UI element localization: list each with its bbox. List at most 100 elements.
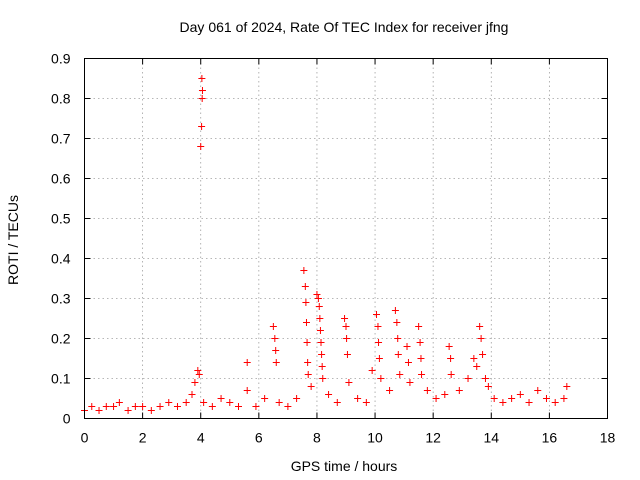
roti-series [81, 75, 571, 414]
x-tick-label: 16 [542, 430, 558, 446]
data-point [293, 395, 301, 402]
x-axis-label: GPS time / hours [291, 458, 398, 474]
x-tick-label: 14 [483, 430, 499, 446]
data-point [139, 403, 147, 410]
data-point [368, 367, 376, 374]
x-tick-label: 12 [425, 430, 441, 446]
data-point [343, 335, 351, 342]
data-point [102, 403, 110, 410]
data-point [200, 399, 208, 406]
data-point [284, 403, 292, 410]
data-point [406, 379, 414, 386]
data-point [318, 351, 326, 358]
y-tick-label: 0.1 [51, 371, 71, 387]
data-point [447, 355, 455, 362]
data-point [195, 371, 203, 378]
data-point [341, 315, 349, 322]
data-point [499, 399, 507, 406]
y-tick-label: 0.4 [51, 251, 71, 267]
data-point [315, 303, 323, 310]
data-point [314, 295, 322, 302]
y-tick-label: 0.6 [51, 171, 71, 187]
y-tick-label: 0.7 [51, 131, 71, 147]
data-point [272, 359, 280, 366]
data-point [394, 351, 402, 358]
data-point [300, 267, 308, 274]
tick-marks [84, 58, 608, 419]
data-point [415, 323, 423, 330]
data-point [269, 323, 277, 330]
data-point [252, 403, 260, 410]
grid-lines [84, 58, 608, 419]
data-point [191, 379, 199, 386]
y-tick-label: 0.5 [51, 211, 71, 227]
data-point [243, 387, 251, 394]
data-point [470, 355, 478, 362]
data-point [432, 395, 440, 402]
data-point [198, 75, 206, 82]
data-point [418, 371, 426, 378]
data-point [417, 355, 425, 362]
data-point [131, 403, 139, 410]
data-point [313, 291, 321, 298]
data-point [481, 375, 489, 382]
x-tick-label: 4 [197, 430, 205, 446]
data-point [147, 407, 155, 414]
data-point [198, 123, 206, 130]
data-point [198, 87, 206, 94]
data-point [318, 363, 326, 370]
data-point [484, 383, 492, 390]
data-point [275, 399, 283, 406]
data-point [445, 343, 453, 350]
data-point [302, 299, 310, 306]
data-point [403, 343, 411, 350]
data-point [455, 387, 463, 394]
data-point [560, 395, 568, 402]
data-point [304, 371, 312, 378]
data-point [534, 387, 542, 394]
data-point [197, 143, 205, 150]
data-point [375, 355, 383, 362]
data-point [110, 403, 118, 410]
data-point [394, 335, 402, 342]
data-point [396, 371, 404, 378]
data-point [156, 403, 164, 410]
x-tick-label: 10 [367, 430, 383, 446]
x-tick-labels: 0 2 4 6 8 10 12 14 16 18 [81, 430, 616, 446]
data-point [261, 395, 269, 402]
data-point [182, 399, 190, 406]
data-point [173, 403, 181, 410]
x-tick-label: 0 [81, 430, 89, 446]
data-point [303, 339, 311, 346]
data-point [226, 399, 234, 406]
x-tick-label: 18 [600, 430, 616, 446]
x-tick-label: 6 [255, 430, 263, 446]
plot-frame [84, 58, 608, 419]
data-point [391, 307, 399, 314]
data-point [374, 323, 382, 330]
data-point [165, 399, 173, 406]
data-point [354, 395, 362, 402]
y-axis-label: ROTI / TECUs [5, 195, 21, 285]
data-point [441, 391, 449, 398]
y-tick-label: 0 [63, 411, 71, 427]
data-point [375, 339, 383, 346]
y-tick-label: 0.9 [51, 51, 71, 67]
data-point [115, 399, 123, 406]
data-point [477, 335, 485, 342]
data-point [302, 319, 310, 326]
data-point [343, 351, 351, 358]
data-point [464, 375, 472, 382]
data-point [447, 371, 455, 378]
data-point [325, 391, 333, 398]
data-point [124, 407, 132, 414]
data-point [342, 323, 350, 330]
data-point [307, 383, 315, 390]
y-tick-labels: 0 0.1 0.2 0.3 0.4 0.5 0.6 0.7 0.8 0.9 [51, 51, 71, 427]
data-point [198, 95, 206, 102]
data-point [362, 399, 370, 406]
x-tick-label: 8 [313, 430, 321, 446]
data-point [217, 395, 225, 402]
data-point [194, 367, 202, 374]
